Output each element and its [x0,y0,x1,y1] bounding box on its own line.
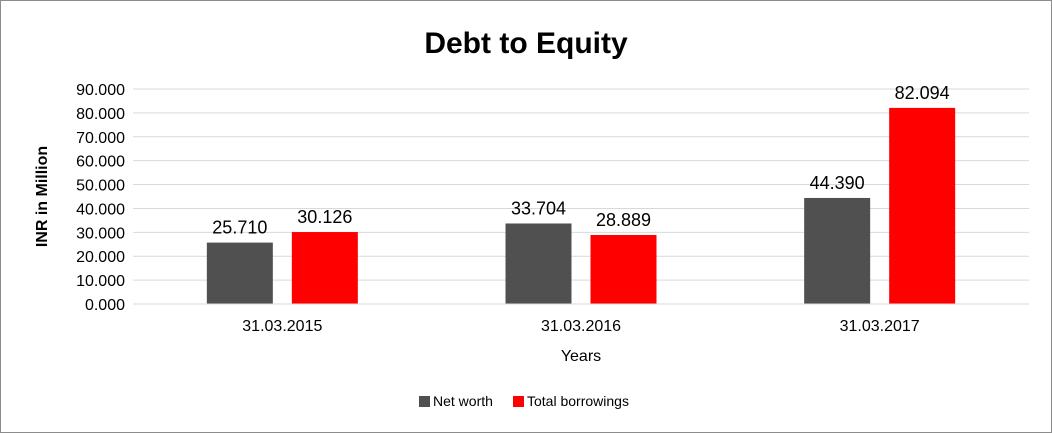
legend: Net worth Total borrowings [419,393,629,409]
bars [206,107,956,304]
y-tick-label: 80.000 [76,106,125,123]
bar-net-worth [804,197,871,304]
y-axis-ticks: 0.000 10.000 20.000 30.000 40.000 50.000 60.00… [76,82,125,314]
y-tick-label: 0.000 [85,297,125,314]
bar-total-borrowings [889,107,956,304]
y-tick-label: 40.000 [76,201,125,218]
legend-swatch [419,396,430,407]
y-tick-label: 20.000 [76,249,125,266]
data-label: 33.704 [511,198,566,218]
x-tick-label: 31.03.2015 [242,318,322,335]
x-axis-ticks: 31.03.2015 31.03.2016 31.03.2017 [242,318,920,335]
x-axis-title: Years [561,348,601,365]
chart-title: Debt to Equity [424,27,628,60]
legend-label: Total borrowings [527,393,629,409]
bar-net-worth [206,242,273,304]
y-tick-label: 50.000 [76,178,125,195]
data-label: 44.390 [810,173,865,193]
x-tick-label: 31.03.2017 [840,318,920,335]
y-tick-label: 30.000 [76,225,125,242]
x-tick-label: 31.03.2016 [541,318,621,335]
bar-total-borrowings [590,234,657,304]
bar-net-worth [505,223,572,304]
y-tick-label: 90.000 [76,82,125,99]
legend-swatch [513,396,524,407]
data-label: 82.094 [895,83,950,103]
gridlines [133,88,1029,281]
bar-total-borrowings [291,232,358,304]
data-label: 30.126 [297,207,352,227]
data-label: 25.710 [212,218,267,238]
legend-label: Net worth [433,393,493,409]
y-tick-label: 60.000 [76,154,125,171]
data-label: 28.889 [596,210,651,230]
bar-value-labels: 25.710 30.126 33.704 28.889 44.390 82.094 [212,83,949,238]
y-tick-label: 70.000 [76,130,125,147]
y-axis-title: INR in Million [34,146,51,247]
y-tick-label: 10.000 [76,273,125,290]
